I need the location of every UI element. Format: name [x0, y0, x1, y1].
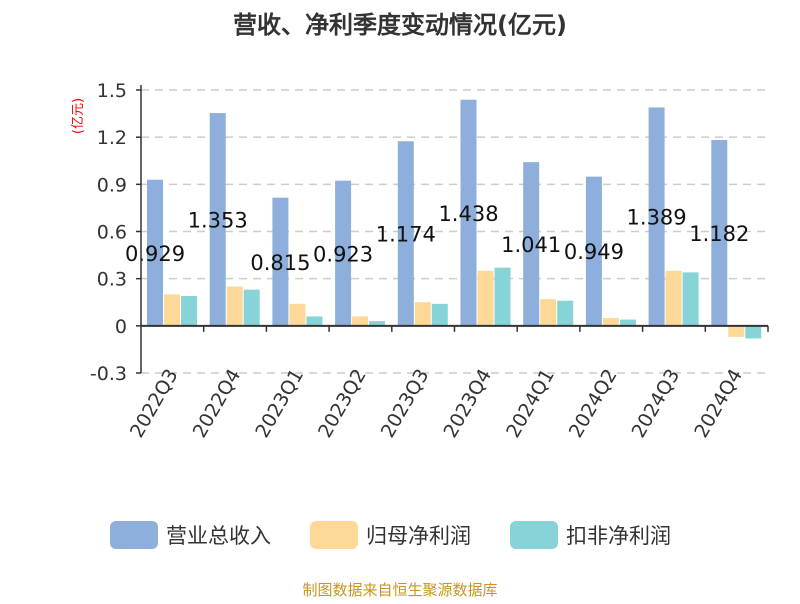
bar-net-profit: [352, 316, 369, 326]
y-tick-label: 1.2: [97, 127, 127, 149]
data-label: 0.929: [125, 242, 185, 266]
bar-deducted-net-profit: [243, 289, 260, 326]
y-axis-label: (亿元): [71, 98, 86, 134]
bar-revenue: [460, 99, 477, 326]
bar-net-profit: [164, 294, 180, 326]
bar-deducted-net-profit: [557, 300, 574, 326]
bar-net-profit: [289, 303, 306, 326]
x-tick-label: 2023Q4: [439, 365, 496, 441]
data-label: 1.182: [689, 222, 749, 246]
bar-revenue: [585, 176, 602, 326]
bar-deducted-net-profit: [306, 316, 323, 326]
x-tick-label: 2024Q4: [690, 365, 747, 441]
bar-revenue: [711, 139, 728, 326]
x-tick-label: 2023Q1: [251, 365, 308, 441]
legend-swatch: [510, 521, 558, 549]
bar-deducted-net-profit: [619, 319, 636, 326]
bar-deducted-net-profit: [494, 267, 511, 326]
bar-revenue: [335, 180, 352, 326]
y-tick-label: 1.5: [97, 80, 127, 102]
x-tick-label: 2024Q3: [628, 365, 685, 441]
bar-net-profit: [728, 325, 745, 337]
data-label: 1.041: [501, 233, 561, 257]
bar-revenue: [147, 179, 163, 326]
bar-net-profit: [602, 317, 619, 326]
bar-net-profit: [540, 299, 557, 326]
bar-net-profit: [477, 270, 494, 326]
y-tick-label: -0.3: [90, 363, 127, 385]
y-tick-label: 0.6: [97, 222, 127, 244]
footer-source: 制图数据来自恒生聚源数据库: [302, 581, 497, 599]
y-tick-label: 0.3: [97, 269, 127, 291]
bar-deducted-net-profit: [181, 295, 197, 326]
data-label: 1.389: [627, 206, 687, 230]
data-label: 0.949: [564, 240, 624, 264]
legend: 营业总收入 归母净利润 扣非净利润: [110, 521, 671, 549]
bar-revenue: [523, 162, 540, 326]
x-tick-label: 2022Q4: [189, 365, 246, 441]
data-label: 1.438: [438, 202, 498, 226]
bar-net-profit: [226, 286, 243, 326]
legend-label: 扣非净利润: [566, 524, 671, 548]
bar-deducted-net-profit: [745, 325, 762, 339]
bar-deducted-net-profit: [369, 321, 386, 326]
bar-revenue: [648, 107, 665, 326]
legend-label: 归母净利润: [366, 524, 471, 548]
x-tick-label: 2023Q3: [377, 365, 434, 441]
legend-swatch: [310, 521, 358, 549]
bar-net-profit: [665, 270, 682, 326]
bar-revenue: [397, 141, 414, 326]
chart-title: 营收、净利季度变动情况(亿元): [233, 11, 567, 39]
bar-deducted-net-profit: [682, 272, 699, 326]
data-label: 1.353: [188, 208, 248, 232]
x-tick-label: 2024Q2: [565, 365, 622, 441]
data-label: 0.815: [250, 251, 310, 275]
data-label: 0.923: [313, 242, 373, 266]
legend-swatch: [110, 521, 158, 549]
data-label: 1.174: [376, 223, 436, 247]
bar-deducted-net-profit: [431, 303, 448, 326]
bar-revenue: [272, 197, 289, 326]
y-tick-label: 0: [115, 316, 127, 338]
bar-revenue: [209, 113, 226, 326]
x-tick-label: 2023Q2: [314, 365, 371, 441]
bar-net-profit: [414, 302, 431, 326]
legend-label: 营业总收入: [166, 524, 271, 548]
y-tick-label: 0.9: [97, 174, 127, 196]
x-tick-label: 2024Q1: [502, 365, 559, 441]
x-tick-label: 2022Q3: [126, 365, 183, 441]
